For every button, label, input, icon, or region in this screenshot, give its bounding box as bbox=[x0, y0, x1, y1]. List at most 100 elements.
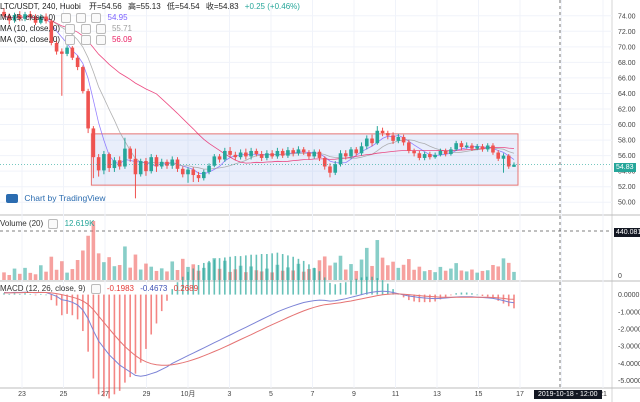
price-axis-label: 66.00 bbox=[618, 75, 636, 82]
candle-body bbox=[480, 146, 485, 150]
ma10-legend[interactable]: MA (10, close, 0) 55.71 bbox=[0, 24, 132, 34]
macd-histogram-bar bbox=[34, 294, 37, 296]
eye-icon[interactable] bbox=[60, 13, 71, 23]
candle-body bbox=[317, 151, 322, 158]
macd-histogram-bar bbox=[229, 256, 231, 295]
macd-value-1: -0.1983 bbox=[106, 284, 134, 294]
volume-bar bbox=[175, 270, 180, 280]
macd-histogram-bar bbox=[323, 277, 326, 295]
macd-histogram-bar bbox=[339, 282, 342, 295]
macd-histogram-bar bbox=[224, 257, 226, 295]
volume-bar bbox=[443, 270, 448, 280]
candle-body bbox=[438, 150, 443, 155]
price-axis-label: 62.00 bbox=[618, 107, 636, 114]
candle-body bbox=[70, 47, 75, 58]
volume-bar bbox=[159, 268, 164, 280]
time-axis-label: 29 bbox=[143, 391, 151, 398]
change-value: +0.25 (+0.46%) bbox=[244, 2, 300, 11]
volume-bar bbox=[333, 262, 338, 280]
volume-bar bbox=[417, 266, 422, 280]
macd-histogram-bar bbox=[13, 293, 16, 295]
macd-histogram-bar bbox=[334, 284, 337, 295]
macd-histogram-bar bbox=[66, 294, 68, 314]
price-axis-label: 52.00 bbox=[618, 184, 636, 191]
volume-bar bbox=[506, 262, 511, 280]
macd-histogram-bar bbox=[176, 282, 179, 295]
volume-bar bbox=[49, 256, 54, 280]
volume-bar bbox=[65, 272, 69, 280]
candle-body bbox=[417, 153, 422, 158]
volume-bar bbox=[317, 260, 322, 280]
macd-histogram-bar bbox=[171, 289, 174, 295]
volume-legend[interactable]: Volume (20) 12.619K bbox=[0, 219, 94, 229]
candle-body bbox=[191, 169, 196, 176]
macd-histogram-bar bbox=[481, 294, 484, 296]
price-axis-label: 68.00 bbox=[618, 60, 636, 67]
volume-bar bbox=[401, 264, 406, 280]
eye-icon[interactable] bbox=[90, 284, 101, 294]
volume-bar bbox=[117, 265, 122, 280]
settings-icon[interactable] bbox=[80, 35, 91, 45]
crosshair-time-tag: 2019-10-18 - 12:00 bbox=[534, 390, 602, 399]
candle-body bbox=[102, 154, 106, 171]
macd-histogram-bar bbox=[402, 294, 405, 298]
volume-bar bbox=[102, 262, 106, 280]
last-price-tag: 54.83 bbox=[614, 163, 636, 172]
macd-histogram-bar bbox=[455, 293, 457, 295]
macd-histogram-bar bbox=[82, 294, 84, 332]
close-icon[interactable] bbox=[91, 13, 102, 23]
volume-bar bbox=[86, 235, 90, 280]
volume-bar bbox=[154, 270, 159, 280]
candle-body bbox=[196, 175, 201, 179]
volume-bar bbox=[464, 271, 469, 280]
macd-histogram-bar bbox=[266, 254, 268, 295]
volume-bar bbox=[364, 247, 369, 280]
ma5-value: 54.95 bbox=[107, 13, 128, 23]
volume-bar bbox=[12, 268, 17, 280]
tradingview-badge[interactable]: Chart by TradingView bbox=[6, 193, 105, 204]
candle-body bbox=[449, 149, 453, 155]
close-icon[interactable] bbox=[95, 35, 106, 45]
macd-histogram-bar bbox=[418, 294, 421, 303]
candle-body bbox=[154, 157, 159, 167]
volume-bar bbox=[370, 265, 374, 280]
macd-histogram-bar bbox=[492, 294, 494, 299]
macd-histogram-bar bbox=[208, 260, 210, 295]
candle-body bbox=[343, 153, 348, 157]
candle-body bbox=[96, 157, 101, 171]
volume-bar bbox=[375, 240, 380, 280]
price-axis-label: 54.00 bbox=[618, 169, 636, 176]
ma5-legend[interactable]: MA (5, close, 0) 54.95 bbox=[0, 13, 128, 23]
candle-body bbox=[506, 155, 511, 167]
macd-legend[interactable]: MACD (12, 26, close, 9) -0.1983 -0.4673 … bbox=[0, 284, 198, 294]
eye-icon[interactable] bbox=[65, 24, 76, 34]
volume-bar bbox=[491, 265, 495, 280]
candle-body bbox=[512, 164, 516, 167]
candle-body bbox=[454, 143, 458, 150]
ma30-legend[interactable]: MA (30, close, 0) 56.09 bbox=[0, 35, 132, 45]
macd-histogram-bar bbox=[18, 293, 21, 295]
macd-histogram-bar bbox=[387, 283, 389, 295]
macd-histogram-bar bbox=[218, 258, 221, 295]
close-value: 收=54.83 bbox=[205, 2, 239, 11]
macd-histogram-bar bbox=[434, 294, 436, 302]
volume-bar bbox=[412, 269, 416, 280]
macd-histogram-bar bbox=[55, 294, 58, 306]
volume-title: Volume (20) bbox=[0, 219, 44, 229]
settings-icon[interactable] bbox=[76, 13, 87, 23]
high-value: 高=55.13 bbox=[127, 2, 161, 11]
settings-icon[interactable] bbox=[80, 24, 91, 34]
macd-histogram-bar bbox=[139, 294, 142, 363]
macd-histogram-bar bbox=[181, 276, 184, 295]
eye-icon[interactable] bbox=[48, 219, 59, 229]
ma10-value: 55.71 bbox=[111, 24, 132, 34]
close-icon[interactable] bbox=[95, 24, 106, 34]
macd-histogram-bar bbox=[155, 294, 158, 324]
eye-icon[interactable] bbox=[65, 35, 76, 45]
macd-histogram-bar bbox=[292, 256, 294, 295]
macd-histogram-bar bbox=[486, 294, 489, 297]
macd-axis-label: -2.0000 bbox=[618, 326, 640, 333]
